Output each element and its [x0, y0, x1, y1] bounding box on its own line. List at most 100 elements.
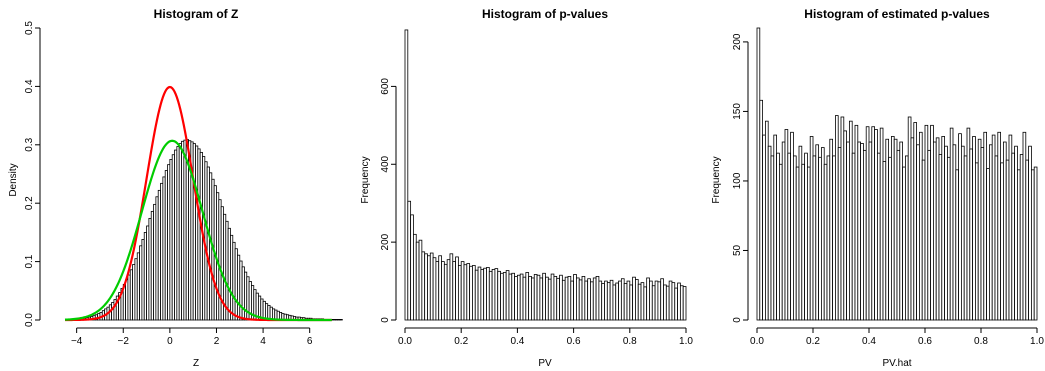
histogram-bar [868, 141, 873, 321]
panel-histogram-pvalues: Histogram of p-values PV Frequency 0.0 0.… [360, 7, 693, 369]
histogram-bar [949, 127, 954, 321]
panel2-y-axis: 0 200 400 600 [380, 78, 397, 323]
histogram-bar [576, 277, 580, 321]
histogram-bar [494, 268, 499, 321]
y-tick-label: 0.5 [24, 21, 35, 35]
histogram-bar [905, 155, 909, 321]
panel2-xlabel: PV [538, 358, 552, 369]
histogram-bar [1017, 169, 1021, 321]
panel-histogram-estimated-pvalues: Histogram of estimated p-values PV.hat F… [711, 7, 1044, 369]
x-tick-label: 0.2 [454, 336, 468, 347]
histogram-bar [446, 259, 451, 321]
histogram-bar [935, 137, 940, 321]
histogram-bar [863, 149, 867, 321]
histogram-bar [601, 283, 605, 321]
histogram-bar [553, 275, 558, 321]
histogram-bar [1022, 131, 1027, 321]
panel1-bars [71, 139, 343, 321]
histogram-bar [1005, 159, 1010, 321]
histogram-bar [815, 144, 819, 321]
x-tick-label: 0 [167, 336, 173, 347]
histogram-bar [511, 272, 515, 321]
panel1-title: Histogram of Z [154, 7, 239, 21]
histogram-bar [590, 281, 594, 321]
histogram-bar [907, 116, 912, 321]
histogram-bar [776, 152, 780, 321]
histogram-bar [986, 168, 990, 321]
x-tick-label: 0.4 [510, 336, 524, 347]
histogram-bar [609, 279, 614, 321]
histogram-bar [632, 276, 636, 321]
histogram-bar [765, 120, 769, 321]
y-tick-label: 0 [732, 317, 743, 323]
histogram-bar [902, 166, 906, 321]
histogram-bar [921, 159, 926, 321]
histogram-bar [784, 129, 789, 321]
histogram-bar [564, 276, 569, 321]
panel1-xlabel: Z [193, 358, 199, 369]
histogram-bar [798, 145, 803, 321]
x-tick-label: 0.4 [862, 336, 876, 347]
y-tick-label: 600 [380, 78, 391, 95]
histogram-bar [488, 270, 493, 321]
histogram-bar [615, 282, 619, 321]
histogram-bar [821, 147, 825, 321]
histogram-bar [910, 137, 915, 321]
histogram-bar [823, 163, 828, 321]
histogram-bar [1014, 145, 1018, 321]
histogram-bar [843, 130, 847, 321]
x-tick-label: 1.0 [679, 336, 693, 347]
histogram-bar [663, 284, 667, 321]
histogram-bar [556, 277, 560, 321]
histogram-bar [989, 144, 993, 321]
histogram-bar [804, 152, 808, 321]
histogram-bar [888, 156, 892, 321]
histogram-bar [961, 145, 965, 321]
histogram-bar [581, 275, 586, 321]
panel1-ylabel: Density [8, 163, 19, 196]
x-tick-label: 0.0 [750, 336, 764, 347]
histogram-bar [882, 161, 887, 321]
x-tick-label: −2 [118, 336, 130, 347]
histogram-bar [339, 319, 343, 321]
histogram-bar [449, 253, 454, 321]
histogram-bar [829, 138, 833, 321]
histogram-bar [587, 278, 591, 321]
histogram-bar [404, 29, 409, 321]
histogram-bar [1031, 169, 1035, 321]
histogram-bar [623, 283, 628, 321]
histogram-bar [1011, 152, 1015, 321]
histogram-bar [606, 282, 611, 321]
histogram-bar [547, 278, 552, 321]
histogram-bar [466, 263, 471, 321]
histogram-bar [584, 280, 589, 321]
panel3-ylabel: Frequency [711, 156, 722, 203]
histogram-bar [977, 138, 982, 321]
histogram-bar [938, 154, 943, 321]
histogram-bar [759, 99, 763, 321]
histogram-bar [545, 276, 549, 321]
panel2-title: Histogram of p-values [482, 7, 608, 21]
histogram-bar [649, 280, 653, 321]
histogram-bar [604, 280, 608, 321]
histogram-bar [924, 124, 929, 321]
histogram-bar [896, 149, 901, 321]
x-tick-label: 4 [260, 336, 266, 347]
histogram-bar [497, 270, 501, 321]
histogram-bar [1008, 134, 1013, 321]
histogram-bar [629, 284, 634, 321]
histogram-bar [854, 124, 859, 321]
x-tick-label: 0.8 [623, 336, 637, 347]
histogram-bar [1003, 141, 1007, 321]
histogram-bar [573, 274, 577, 321]
fitted-curve-green [64, 139, 332, 322]
histogram-bar [427, 255, 431, 321]
histogram-bar [927, 149, 931, 321]
y-tick-label: 0.0 [24, 313, 35, 327]
histogram-bar [626, 280, 631, 321]
histogram-bar [505, 270, 510, 321]
histogram-bar [679, 285, 684, 321]
panel2-bars [404, 29, 687, 321]
histogram-bar [517, 274, 521, 321]
panel1-curves [64, 85, 332, 322]
